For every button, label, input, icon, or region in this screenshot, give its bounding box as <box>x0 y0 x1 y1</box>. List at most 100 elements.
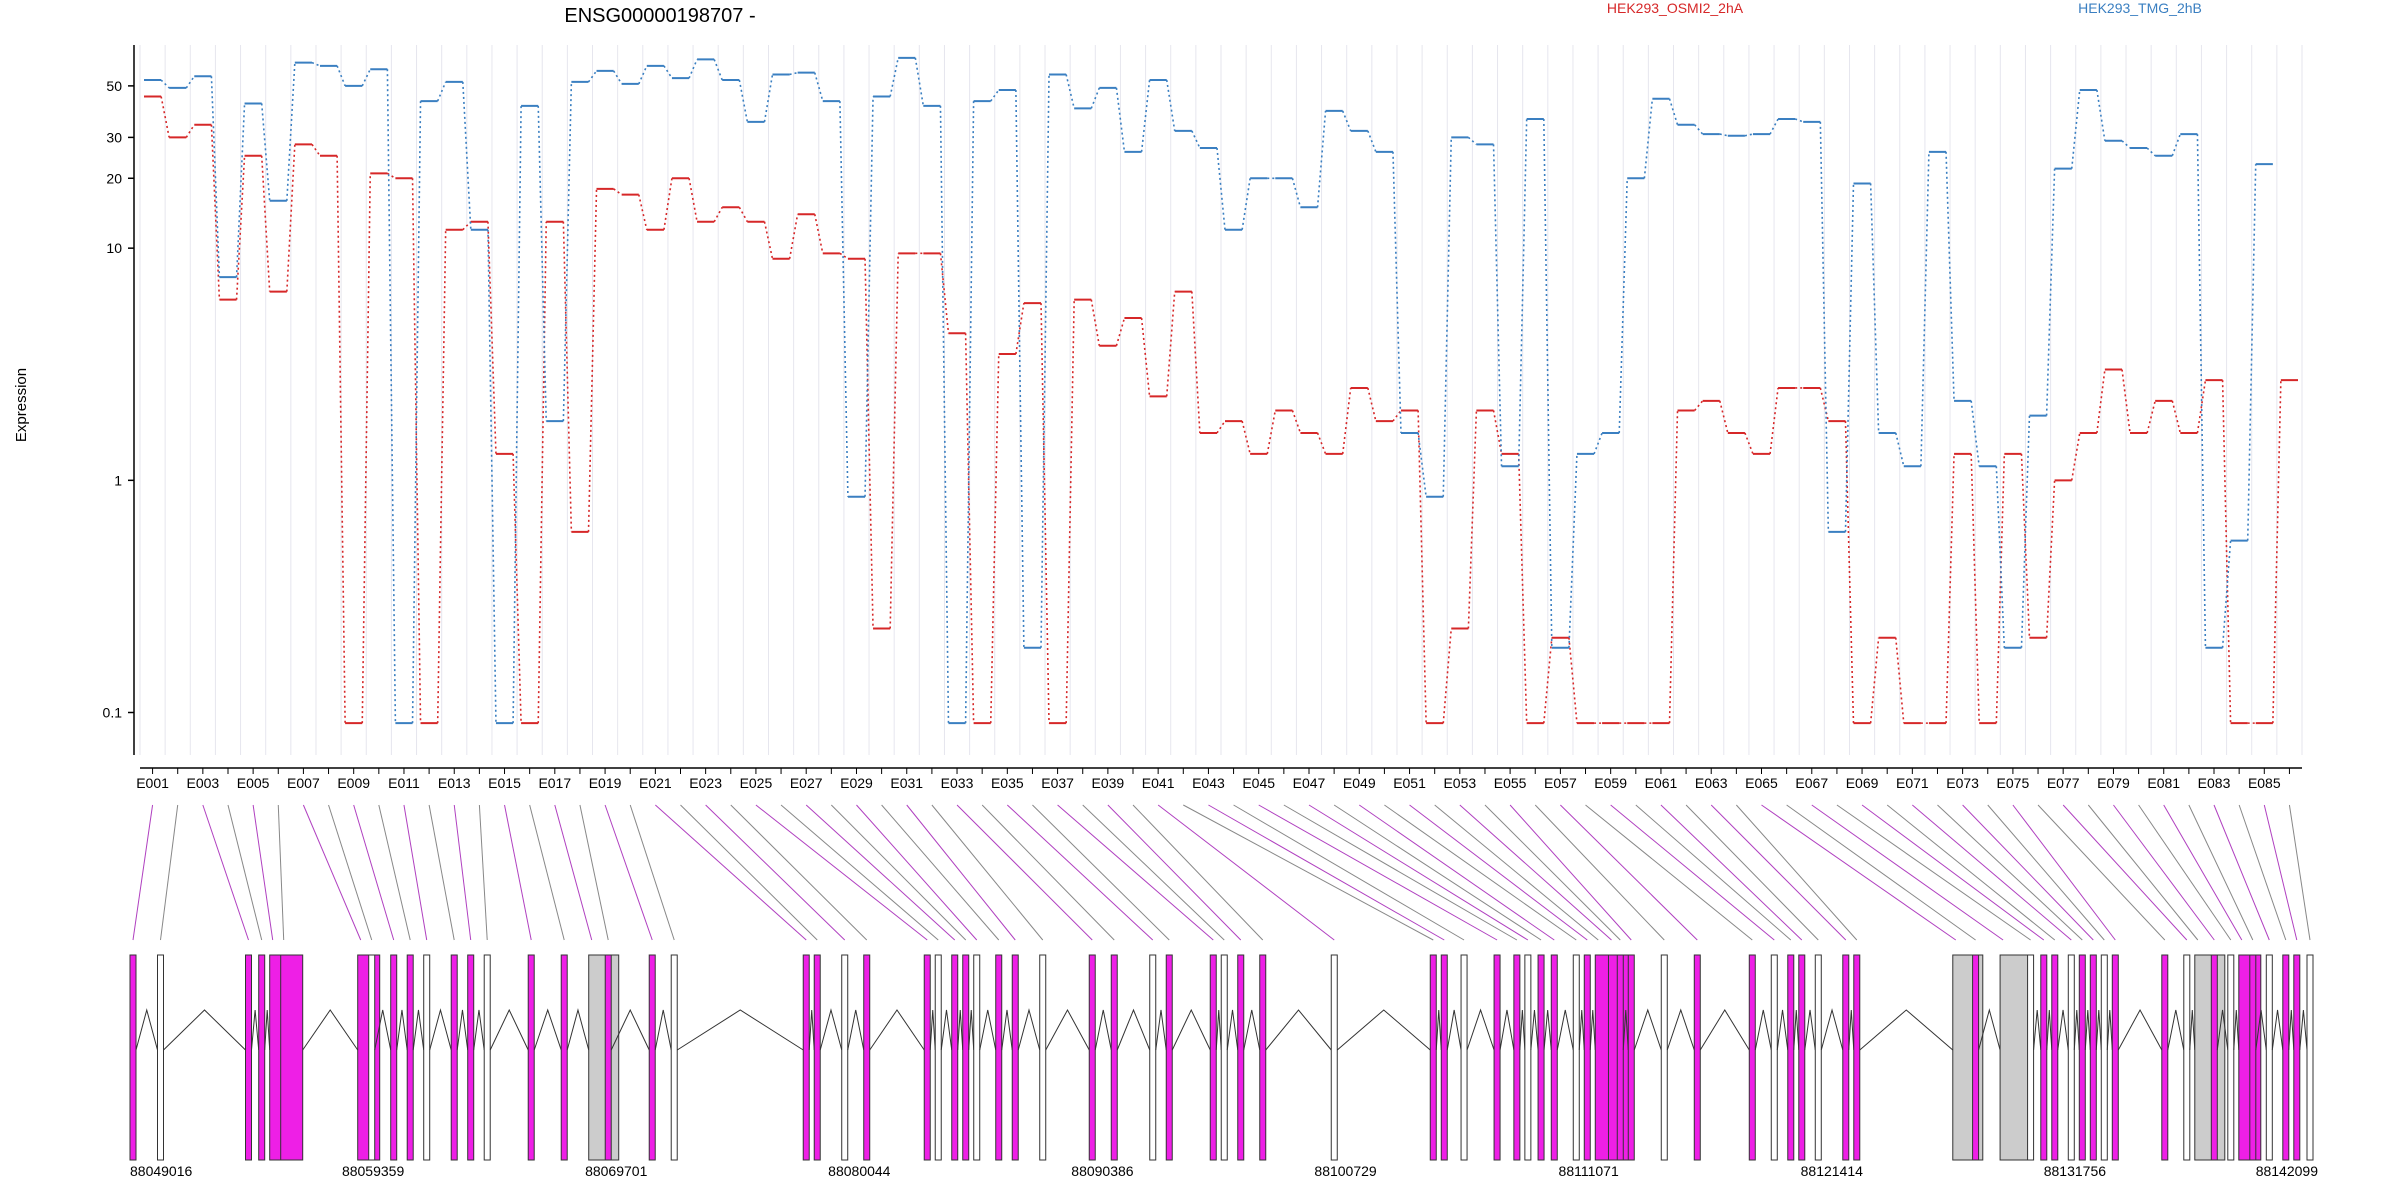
series-step <box>1040 303 1050 724</box>
series-step <box>1844 183 1855 532</box>
chart-title: ENSG00000198707 - <box>564 5 755 27</box>
series-step <box>562 81 573 422</box>
x-tick-label: E053 <box>1443 775 1476 791</box>
exon-connector <box>529 804 565 941</box>
series-step <box>1467 410 1478 629</box>
series-step <box>411 178 422 724</box>
series-step <box>1266 410 1277 455</box>
series-step <box>864 258 874 629</box>
exon-block <box>2227 954 2235 1161</box>
exon-block <box>1460 954 1468 1161</box>
exon-connector <box>1484 804 1621 941</box>
legend-entry-2: HEK293_TMG_2hB <box>2078 0 2202 16</box>
series-step <box>1065 74 1075 109</box>
series-step <box>1945 151 1955 401</box>
coordinate-label: 88080044 <box>828 1163 891 1179</box>
exon-block <box>1440 954 1448 1161</box>
exon-connector <box>1962 804 2094 941</box>
x-tick-label: E081 <box>2147 775 2180 791</box>
x-tick-label: E065 <box>1745 775 1778 791</box>
exon-connector <box>2188 804 2254 941</box>
series-step <box>1492 144 1503 467</box>
exon-connector <box>1560 804 1698 941</box>
intron-line <box>1578 1009 1585 1051</box>
exon-connector <box>1761 804 1957 941</box>
series-step <box>2121 369 2131 434</box>
series-step <box>311 143 321 157</box>
exon-connector <box>1886 804 2056 941</box>
exon-block <box>406 954 414 1161</box>
x-tick-label: E045 <box>1242 775 1275 791</box>
exon-block <box>973 954 981 1161</box>
series-step <box>286 62 296 201</box>
series-step <box>1869 183 1880 433</box>
x-tick-label: E069 <box>1846 775 1879 791</box>
series-step <box>1417 432 1427 497</box>
exon-connector <box>1987 804 2105 941</box>
exon-connector <box>2238 804 2287 941</box>
exon-connector <box>1384 804 1577 941</box>
exon-connector <box>1861 804 2045 941</box>
coordinate-label: 88049016 <box>130 1163 193 1179</box>
series-step <box>914 57 925 107</box>
series-step <box>386 172 396 179</box>
exon-block <box>245 954 253 1161</box>
exon-connector <box>2087 804 2199 941</box>
exon-block <box>1616 954 1624 1161</box>
exon-connector <box>931 804 1044 941</box>
exon-connector <box>2062 804 2188 941</box>
coordinate-label: 88131756 <box>2044 1163 2107 1179</box>
exon-connector <box>1183 804 1434 941</box>
exon-block <box>588 954 620 1161</box>
exon-block <box>1429 954 1437 1161</box>
exon-connector <box>1685 804 1819 941</box>
intron-line <box>1793 1009 1800 1051</box>
series-step <box>638 65 648 85</box>
exon-block <box>483 954 491 1161</box>
exon-connector <box>1283 804 1518 941</box>
x-tick-label: E007 <box>287 775 320 791</box>
intron-line <box>2167 1009 2185 1051</box>
intron-line <box>1446 1009 1462 1051</box>
series-step <box>1744 432 1754 455</box>
exon-block <box>1787 954 1795 1161</box>
x-tick-label: E059 <box>1594 775 1627 791</box>
exon-connector <box>1811 804 2004 941</box>
series-step <box>336 65 346 87</box>
series-step <box>1040 74 1050 648</box>
exon-block <box>1513 954 1521 1161</box>
series-step <box>462 221 472 231</box>
intron-line <box>1171 1008 1211 1051</box>
series-step <box>1568 637 1578 724</box>
exon-connector <box>2263 804 2298 941</box>
intron-line <box>533 1008 562 1051</box>
series-step <box>436 229 447 724</box>
x-tick-label: E025 <box>740 775 773 791</box>
exon-connector <box>1308 804 1529 941</box>
exon-connector <box>1534 804 1665 941</box>
exon-connector <box>981 804 1115 941</box>
series-step <box>1291 410 1302 434</box>
series-step <box>1744 133 1754 137</box>
x-tick-label: E043 <box>1192 775 1225 791</box>
intron-line <box>610 1008 650 1051</box>
intron-line <box>2095 1009 2102 1051</box>
series-step <box>1643 98 1654 179</box>
intron-line <box>1666 1008 1695 1051</box>
intron-line <box>847 1009 865 1051</box>
series-step <box>1367 387 1377 422</box>
intron-line <box>654 1009 672 1051</box>
series-step <box>1894 432 1905 467</box>
exon-connector <box>604 804 653 941</box>
coordinate-label: 88059359 <box>342 1163 405 1179</box>
intron-line <box>676 1009 804 1051</box>
exon-connector <box>1710 804 1847 941</box>
x-tick-label: E047 <box>1293 775 1326 791</box>
exon-block <box>467 954 475 1161</box>
x-tick-label: E073 <box>1946 775 1979 791</box>
series-step <box>864 96 874 497</box>
exon-connector <box>956 804 1093 941</box>
exon-block <box>841 954 849 1161</box>
series-step <box>813 214 824 254</box>
intron-line <box>2117 1008 2163 1051</box>
